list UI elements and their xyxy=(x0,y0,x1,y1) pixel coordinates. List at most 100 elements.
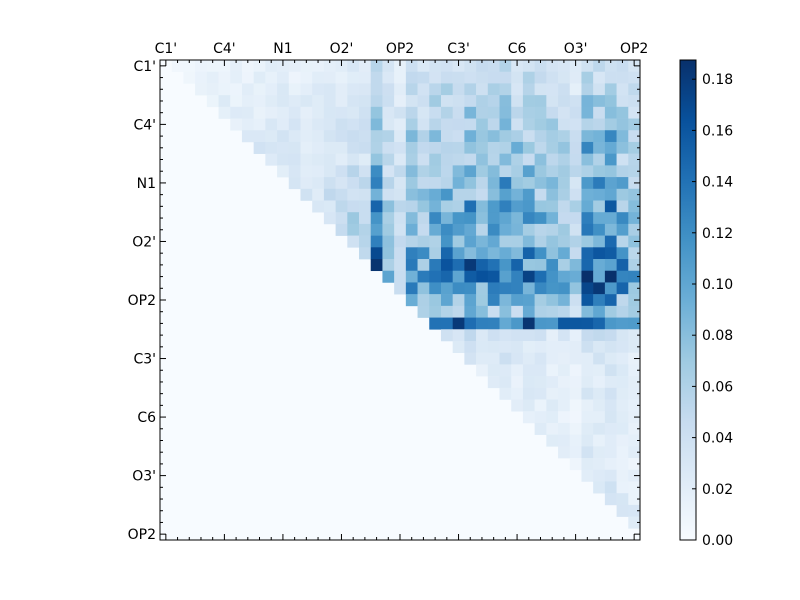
heatmap-cell xyxy=(569,317,582,330)
colorbar-tick-label: 0.00 xyxy=(702,533,733,549)
heatmap-cell xyxy=(499,60,512,73)
heatmap-cell xyxy=(440,223,453,236)
heatmap-cell xyxy=(569,60,582,73)
heatmap-cell xyxy=(628,504,641,517)
heatmap-cell xyxy=(253,130,266,143)
heatmap-cell xyxy=(569,165,582,178)
heatmap-cell xyxy=(511,223,524,236)
heatmap-cell xyxy=(464,259,477,272)
heatmap-cell xyxy=(359,177,372,190)
heatmap-cell xyxy=(370,200,383,213)
heatmap-cell xyxy=(382,106,395,119)
heatmap-cell xyxy=(370,223,383,236)
heatmap-cell xyxy=(616,329,629,342)
heatmap-cell xyxy=(604,95,617,108)
heatmap-cell xyxy=(476,352,489,365)
heatmap-cell xyxy=(440,83,453,96)
heatmap-cell xyxy=(616,71,629,84)
heatmap-cell xyxy=(569,259,582,272)
heatmap-cell xyxy=(440,60,453,73)
heatmap-cell xyxy=(487,83,500,96)
heatmap-cell xyxy=(347,200,360,213)
heatmap-cell xyxy=(604,212,617,225)
heatmap-cell xyxy=(569,200,582,213)
heatmap-cell xyxy=(616,95,629,108)
heatmap-cell xyxy=(534,71,547,84)
heatmap-cell xyxy=(593,422,606,435)
heatmap-cell xyxy=(476,153,489,166)
heatmap-cell xyxy=(405,141,418,154)
heatmap-cell xyxy=(487,352,500,365)
heatmap-cell xyxy=(522,223,535,236)
heatmap-cell xyxy=(511,317,524,330)
heatmap-cell xyxy=(323,83,336,96)
heatmap-cell xyxy=(359,235,372,248)
heatmap-cell xyxy=(604,481,617,494)
heatmap-cell xyxy=(277,118,290,131)
heatmap-cell xyxy=(487,223,500,236)
heatmap-cell xyxy=(534,106,547,119)
heatmap-cell xyxy=(277,106,290,119)
heatmap-cell xyxy=(546,317,559,330)
heatmap-cell xyxy=(616,504,629,517)
y-tick-label: OP2 xyxy=(128,293,156,309)
heatmap-cell xyxy=(464,294,477,307)
heatmap-cell xyxy=(569,399,582,412)
heatmap-cell xyxy=(522,294,535,307)
heatmap-cell xyxy=(429,200,442,213)
heatmap-cell xyxy=(382,235,395,248)
heatmap-cell xyxy=(440,95,453,108)
heatmap-cell xyxy=(476,282,489,295)
heatmap-cell xyxy=(511,212,524,225)
heatmap-cell xyxy=(604,364,617,377)
heatmap-cell xyxy=(347,71,360,84)
heatmap-cell xyxy=(417,294,430,307)
heatmap-cell xyxy=(253,83,266,96)
heatmap-cell xyxy=(370,212,383,225)
heatmap-cell xyxy=(464,177,477,190)
heatmap-cell xyxy=(476,165,489,178)
heatmap-cell xyxy=(230,83,243,96)
heatmap-cell xyxy=(382,83,395,96)
heatmap-cell xyxy=(616,422,629,435)
heatmap-cell xyxy=(604,376,617,389)
heatmap-cell xyxy=(218,106,231,119)
heatmap-cell xyxy=(581,177,594,190)
heatmap-cell xyxy=(241,83,254,96)
heatmap-cell xyxy=(394,212,407,225)
heatmap-cell xyxy=(581,83,594,96)
heatmap-cell xyxy=(405,282,418,295)
heatmap-cell xyxy=(628,434,641,447)
heatmap-cell xyxy=(569,411,582,424)
heatmap-cell xyxy=(288,165,301,178)
heatmap-cell xyxy=(534,95,547,108)
colorbar-tick-label: 0.04 xyxy=(702,431,733,447)
heatmap-cell xyxy=(628,71,641,84)
heatmap-cell xyxy=(616,387,629,400)
heatmap-cell xyxy=(476,188,489,201)
heatmap-cell xyxy=(499,188,512,201)
heatmap-cell xyxy=(569,141,582,154)
heatmap-cell xyxy=(581,130,594,143)
heatmap-cell xyxy=(581,387,594,400)
heatmap-cell xyxy=(534,60,547,73)
heatmap-cell xyxy=(628,188,641,201)
heatmap-cell xyxy=(464,200,477,213)
heatmap-cell xyxy=(440,329,453,342)
heatmap-cell xyxy=(405,71,418,84)
heatmap-cell xyxy=(569,458,582,471)
heatmap-cell xyxy=(288,71,301,84)
heatmap-cell xyxy=(440,106,453,119)
heatmap-cell xyxy=(405,106,418,119)
heatmap-cell xyxy=(558,141,571,154)
heatmap-cell xyxy=(593,317,606,330)
heatmap-cell xyxy=(452,60,465,73)
heatmap-cell xyxy=(476,71,489,84)
heatmap-cell xyxy=(405,130,418,143)
heatmap-cell xyxy=(581,446,594,459)
heatmap-cell xyxy=(417,95,430,108)
heatmap-cell xyxy=(476,294,489,307)
heatmap-cell xyxy=(370,95,383,108)
heatmap-cell xyxy=(464,235,477,248)
heatmap-cell xyxy=(382,153,395,166)
